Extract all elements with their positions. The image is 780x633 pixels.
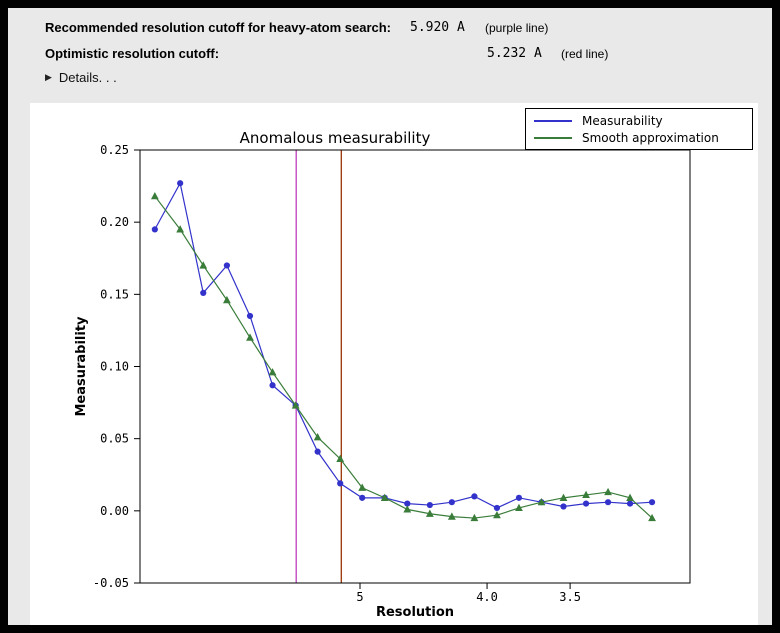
recommended-cutoff-value: 5.920 A — [410, 20, 465, 35]
svg-text:0.05: 0.05 — [100, 432, 129, 446]
smooth-approximation-line-swatch — [534, 136, 572, 139]
chart-legend: Measurability Smooth approximation — [525, 108, 753, 150]
legend-label: Smooth approximation — [582, 130, 719, 145]
optimistic-cutoff-value: 5.232 A — [487, 46, 542, 61]
expander-triangle-icon: ▶ — [45, 72, 52, 82]
legend-entry-measurability: Measurability — [534, 112, 744, 129]
series-line-triangle — [154, 195, 653, 519]
chart-figure: -0.05 0.00 0.05 0.10 0.15 0.20 0.25 5 4.0 3.5 Anom… — [30, 103, 758, 625]
svg-text:0.15: 0.15 — [100, 287, 129, 301]
svg-text:5: 5 — [356, 590, 363, 604]
svg-text:Anomalous measurability: Anomalous measurability — [240, 129, 431, 147]
legend-label: Measurability — [582, 113, 663, 128]
recommended-cutoff-note: (purple line) — [485, 21, 549, 35]
details-expander[interactable]: ▶ Details. . . — [45, 70, 117, 85]
svg-text:-0.05: -0.05 — [93, 576, 129, 590]
recommended-cutoff-row: Recommended resolution cutoff for heavy-… — [8, 20, 772, 38]
svg-text:3.5: 3.5 — [559, 590, 581, 604]
series-line-circle — [154, 181, 653, 509]
svg-text:0.00: 0.00 — [100, 504, 129, 518]
app-window: Recommended resolution cutoff for heavy-… — [8, 8, 772, 625]
svg-text:Measurability: Measurability — [74, 316, 89, 417]
svg-text:4.0: 4.0 — [476, 590, 498, 604]
svg-text:Resolution: Resolution — [376, 605, 454, 620]
legend-entry-smooth-approximation: Smooth approximation — [534, 129, 744, 146]
measurability-line-swatch — [534, 119, 572, 122]
measurability-chart: -0.05 0.00 0.05 0.10 0.15 0.20 0.25 5 4.0 3.5 Anom… — [74, 129, 691, 620]
svg-text:0.10: 0.10 — [100, 360, 129, 374]
optimistic-cutoff-row: Optimistic resolution cutoff: 5.232 A (r… — [8, 46, 772, 64]
optimistic-cutoff-label: Optimistic resolution cutoff: — [45, 46, 220, 61]
recommended-cutoff-label: Recommended resolution cutoff for heavy-… — [45, 20, 392, 35]
svg-text:0.25: 0.25 — [100, 143, 129, 157]
details-label: Details. . . — [58, 70, 117, 85]
svg-text:0.20: 0.20 — [100, 215, 129, 229]
optimistic-cutoff-note: (red line) — [561, 47, 609, 61]
